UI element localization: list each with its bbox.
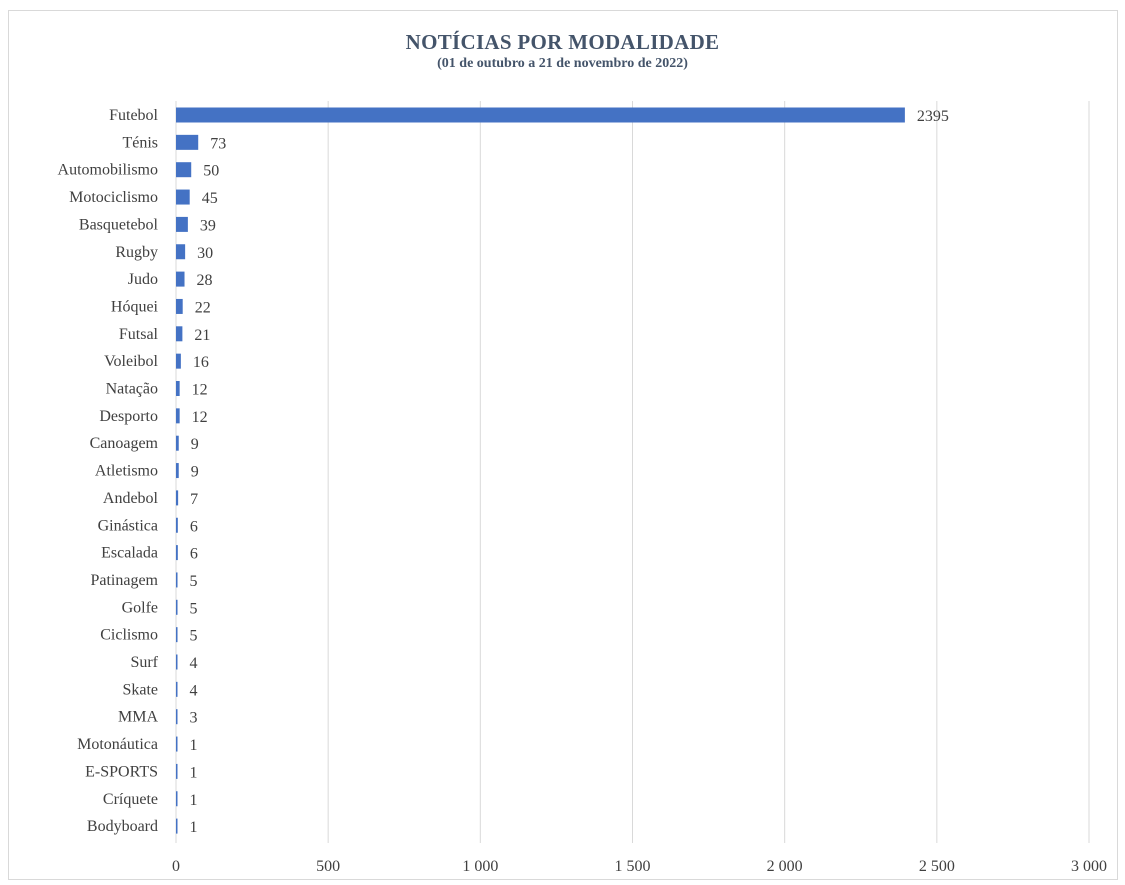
category-label: Voleibol [104,353,158,370]
bar [176,326,183,342]
category-label: Andebol [103,490,159,507]
bar [176,298,183,314]
category-label: E-SPORTS [85,763,158,780]
bar [176,381,180,396]
category-label: Golfe [122,599,158,616]
category-label: Skate [122,681,158,698]
data-label: 2395 [917,108,949,125]
bar [176,654,178,670]
data-label: 1 [190,792,198,809]
category-label: Basquetebol [79,216,159,233]
bar [176,490,179,506]
bar [176,517,178,533]
bar [176,107,905,123]
category-label: Rugby [115,244,158,261]
data-label: 1 [190,819,198,836]
chart-frame [8,10,1118,880]
category-label: Escalada [101,545,158,562]
x-tick-label: 1 500 [615,858,651,875]
data-label: 7 [190,491,198,508]
data-label: 1 [190,764,198,781]
bar [176,162,192,178]
bar [176,681,178,697]
category-label: Desporto [99,408,158,425]
x-tick-label: 3 000 [1071,858,1107,875]
category-label: Atletismo [95,463,158,480]
bar [176,244,186,260]
bar [176,572,178,588]
bar [176,763,178,779]
bar [176,599,178,615]
category-label: Ciclismo [100,627,158,644]
category-label: Automobilismo [58,162,158,179]
category-label: Natação [106,381,158,398]
x-tick-label: 2 500 [919,858,955,875]
data-label: 1 [190,737,198,754]
bar [176,435,179,451]
data-label: 5 [190,573,198,590]
bar [176,271,185,287]
bar [176,408,180,424]
data-label: 21 [194,327,210,344]
data-label: 5 [190,600,198,617]
bar [176,545,178,561]
bar [176,189,190,205]
category-label: Surf [130,654,158,671]
data-label: 4 [190,682,198,699]
data-label: 9 [191,436,199,453]
category-label: Ginástica [98,517,158,534]
category-label: Judo [128,271,158,288]
data-label: 6 [190,518,198,535]
data-label: 3 [190,710,198,727]
bar [176,463,179,479]
data-label: 50 [203,163,219,180]
x-tick-label: 1 000 [462,858,498,875]
category-label: Hóquei [111,298,159,315]
data-label: 4 [190,655,198,672]
chart-subtitle: (01 de outubro a 21 de novembro de 2022) [437,56,688,71]
bar [176,134,199,150]
bar [176,709,178,725]
data-label: 28 [197,272,213,289]
data-label: 5 [190,628,198,645]
category-label: Patinagem [90,572,158,589]
x-tick-label: 500 [316,858,340,875]
category-label: Canoagem [90,435,159,452]
data-label: 12 [192,409,208,426]
chart-title: NOTÍCIAS POR MODALIDADE [405,30,720,54]
data-label: 45 [202,190,218,207]
data-label: 22 [195,299,211,316]
data-label: 16 [193,354,209,371]
category-label: Bodyboard [87,818,158,835]
category-label: Ténis [122,134,158,151]
data-label: 9 [191,464,199,481]
category-label: Motociclismo [69,189,158,206]
bar [176,216,188,232]
x-tick-label: 2 000 [767,858,803,875]
data-label: 73 [210,135,226,152]
category-label: MMA [118,709,158,726]
bar [176,818,178,834]
category-label: Futsal [119,326,159,343]
x-tick-label: 0 [172,858,180,875]
bar [176,736,178,752]
bar [176,627,178,643]
data-label: 12 [192,382,208,399]
bar [176,353,181,369]
category-label: Futebol [109,107,158,124]
category-label: Motonáutica [77,736,158,753]
data-label: 6 [190,546,198,563]
category-label: Críquete [103,791,158,808]
data-label: 30 [197,245,213,262]
bar [176,791,178,807]
data-label: 39 [200,217,216,234]
